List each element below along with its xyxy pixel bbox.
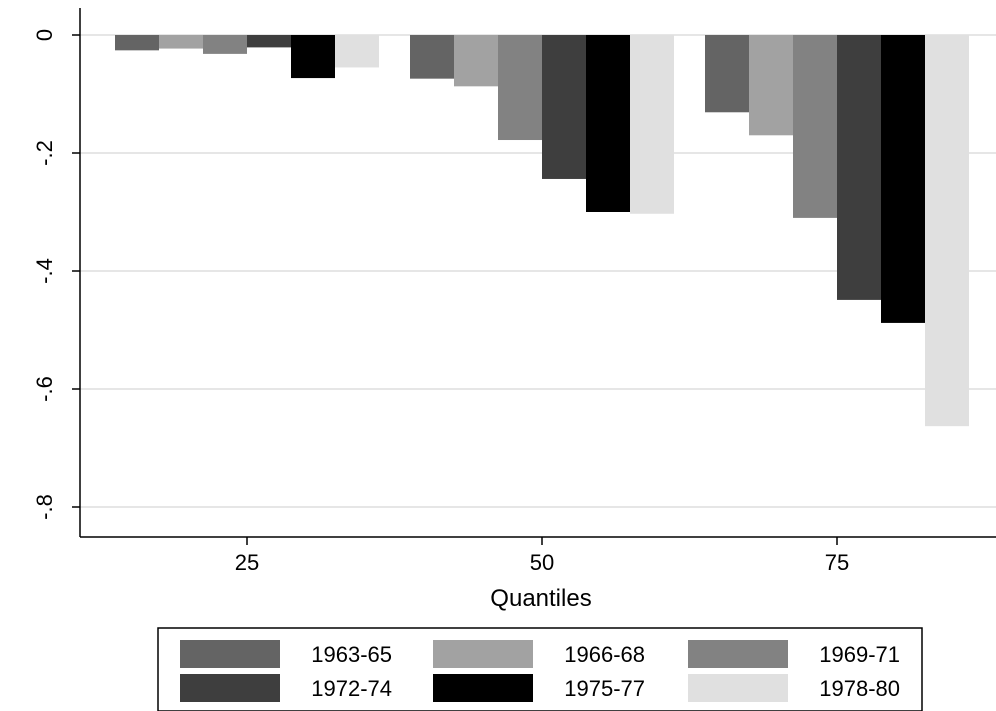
bar-75-1969-71 [793, 35, 837, 218]
legend-swatch [688, 640, 788, 668]
y-tick-label: 0 [32, 29, 57, 41]
legend-label: 1975-77 [564, 676, 645, 701]
bar-50-1978-80 [630, 35, 674, 214]
y-tick-label: -.8 [32, 494, 57, 520]
bar-25-1975-77 [291, 35, 335, 79]
bar-25-1978-80 [335, 35, 379, 68]
bar-50-1963-65 [410, 35, 454, 79]
legend-label: 1966-68 [564, 642, 645, 667]
bar-25-1963-65 [115, 35, 159, 51]
legend-swatch [180, 674, 280, 702]
legend-label: 1963-65 [311, 642, 392, 667]
x-tick-labels: 25 50 75 [235, 537, 849, 575]
legend-swatch [688, 674, 788, 702]
legend-swatch [433, 674, 533, 702]
legend-label: 1969-71 [819, 642, 900, 667]
y-tick-label: -.2 [32, 140, 57, 166]
bar-75-1963-65 [705, 35, 749, 113]
x-tick-label: 50 [530, 550, 554, 575]
y-tick-label: -.4 [32, 258, 57, 284]
bar-25-1969-71 [203, 35, 247, 54]
legend: 1963-65 1966-68 1969-71 1972-74 1975-77 1978-… [157, 627, 923, 711]
y-tick-label: -.6 [32, 376, 57, 402]
bar-50-1966-68 [454, 35, 498, 87]
legend-swatch [433, 640, 533, 668]
legend-label: 1978-80 [819, 676, 900, 701]
bar-75-1972-74 [837, 35, 881, 300]
bar-25-1966-68 [159, 35, 203, 49]
x-tick-label: 25 [235, 550, 259, 575]
bar-50-1969-71 [498, 35, 542, 141]
bar-75-1975-77 [881, 35, 925, 323]
bar-75-1978-80 [925, 35, 969, 427]
y-tick-labels: 0 -.2 -.4 -.6 -.8 [32, 29, 80, 520]
bar-25-1972-74 [247, 35, 291, 48]
axes [79, 8, 996, 538]
x-axis-title: Quantiles [490, 585, 591, 612]
legend-swatch [180, 640, 280, 668]
bar-75-1966-68 [749, 35, 793, 136]
bar-50-1975-77 [586, 35, 630, 212]
bar-50-1972-74 [542, 35, 586, 179]
legend-box [157, 627, 923, 711]
legend-label: 1972-74 [311, 676, 392, 701]
x-tick-label: 75 [825, 550, 849, 575]
bars [115, 35, 969, 427]
